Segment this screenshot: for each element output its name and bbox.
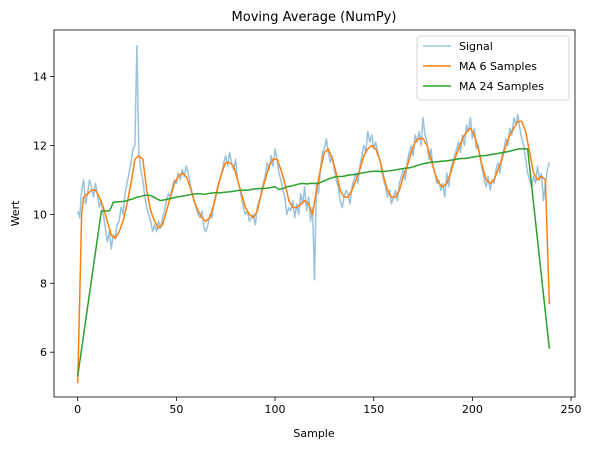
series-line-signal (76, 44, 551, 281)
legend-box (416, 35, 570, 101)
series-layer (76, 44, 551, 384)
plot-frame (53, 29, 576, 398)
y-tick-label: 10 (33, 208, 47, 221)
x-tick-label: 100 (265, 403, 286, 416)
x-tick-label: 200 (462, 403, 483, 416)
legend-label-ma-6: MA 6 Samples (459, 60, 537, 73)
x-tick-label: 250 (561, 403, 582, 416)
y-tick-label: 14 (33, 71, 47, 84)
x-tick-label: 150 (363, 403, 384, 416)
plot-area (53, 29, 576, 398)
y-axis: 6 8 10 12 14 (33, 71, 54, 359)
legend-label-ma-24: MA 24 Samples (459, 80, 544, 93)
chart-title: Moving Average (NumPy) (232, 10, 397, 25)
x-axis-title: Sample (293, 427, 334, 440)
legend-label-signal: Signal (459, 40, 493, 53)
x-tick-label: 50 (169, 403, 183, 416)
x-axis: 0 50 100 150 200 250 (74, 397, 582, 416)
series-line-ma-24 (76, 148, 551, 377)
x-tick-label: 0 (74, 403, 81, 416)
y-tick-label: 6 (40, 346, 47, 359)
legend: Signal MA 6 Samples MA 24 Samples (416, 35, 570, 101)
y-axis-title: Wert (9, 200, 22, 227)
y-tick-label: 8 (40, 277, 47, 290)
y-tick-label: 12 (33, 139, 47, 152)
series-line-ma-6 (76, 120, 551, 384)
